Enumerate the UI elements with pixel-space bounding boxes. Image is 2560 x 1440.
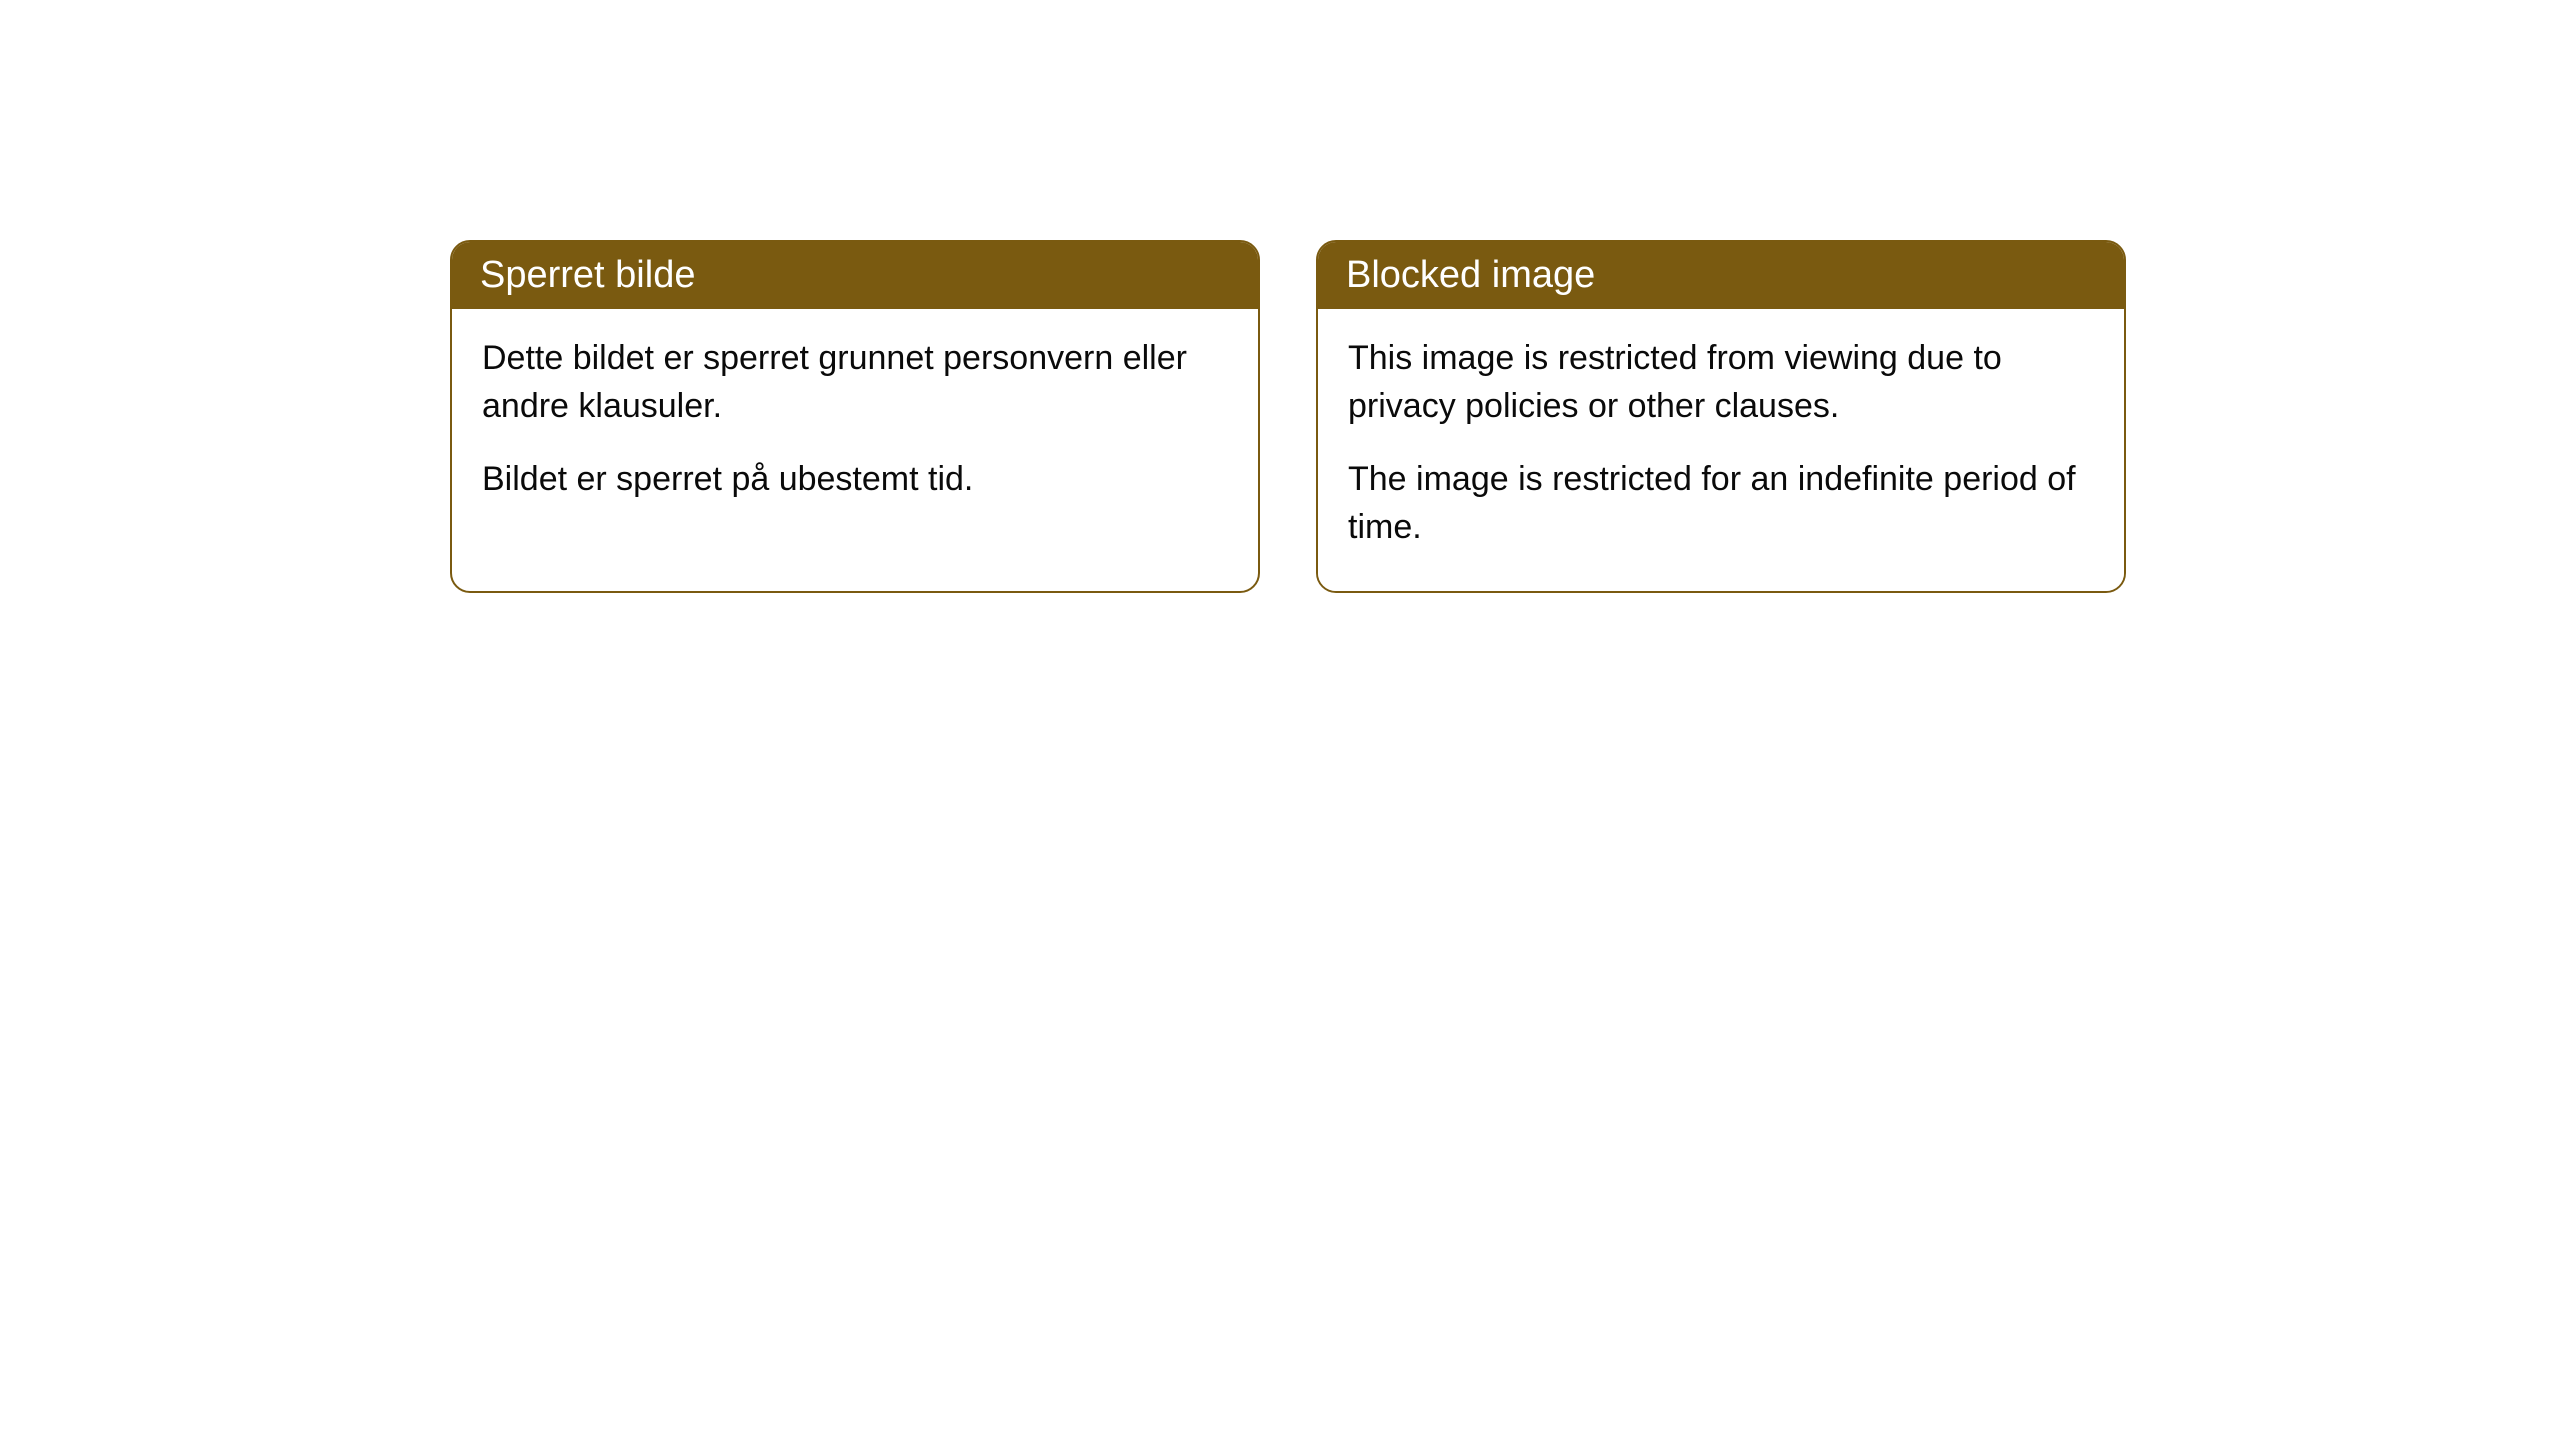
blocked-image-card-no: Sperret bilde Dette bildet er sperret gr…	[450, 240, 1260, 593]
card-header: Sperret bilde	[452, 242, 1258, 309]
card-paragraph: This image is restricted from viewing du…	[1348, 335, 2094, 430]
card-paragraph: Dette bildet er sperret grunnet personve…	[482, 335, 1228, 430]
notice-container: Sperret bilde Dette bildet er sperret gr…	[450, 240, 2126, 593]
card-header: Blocked image	[1318, 242, 2124, 309]
card-paragraph: The image is restricted for an indefinit…	[1348, 456, 2094, 551]
blocked-image-card-en: Blocked image This image is restricted f…	[1316, 240, 2126, 593]
card-body: Dette bildet er sperret grunnet personve…	[452, 309, 1258, 544]
card-paragraph: Bildet er sperret på ubestemt tid.	[482, 456, 1228, 504]
card-body: This image is restricted from viewing du…	[1318, 309, 2124, 591]
